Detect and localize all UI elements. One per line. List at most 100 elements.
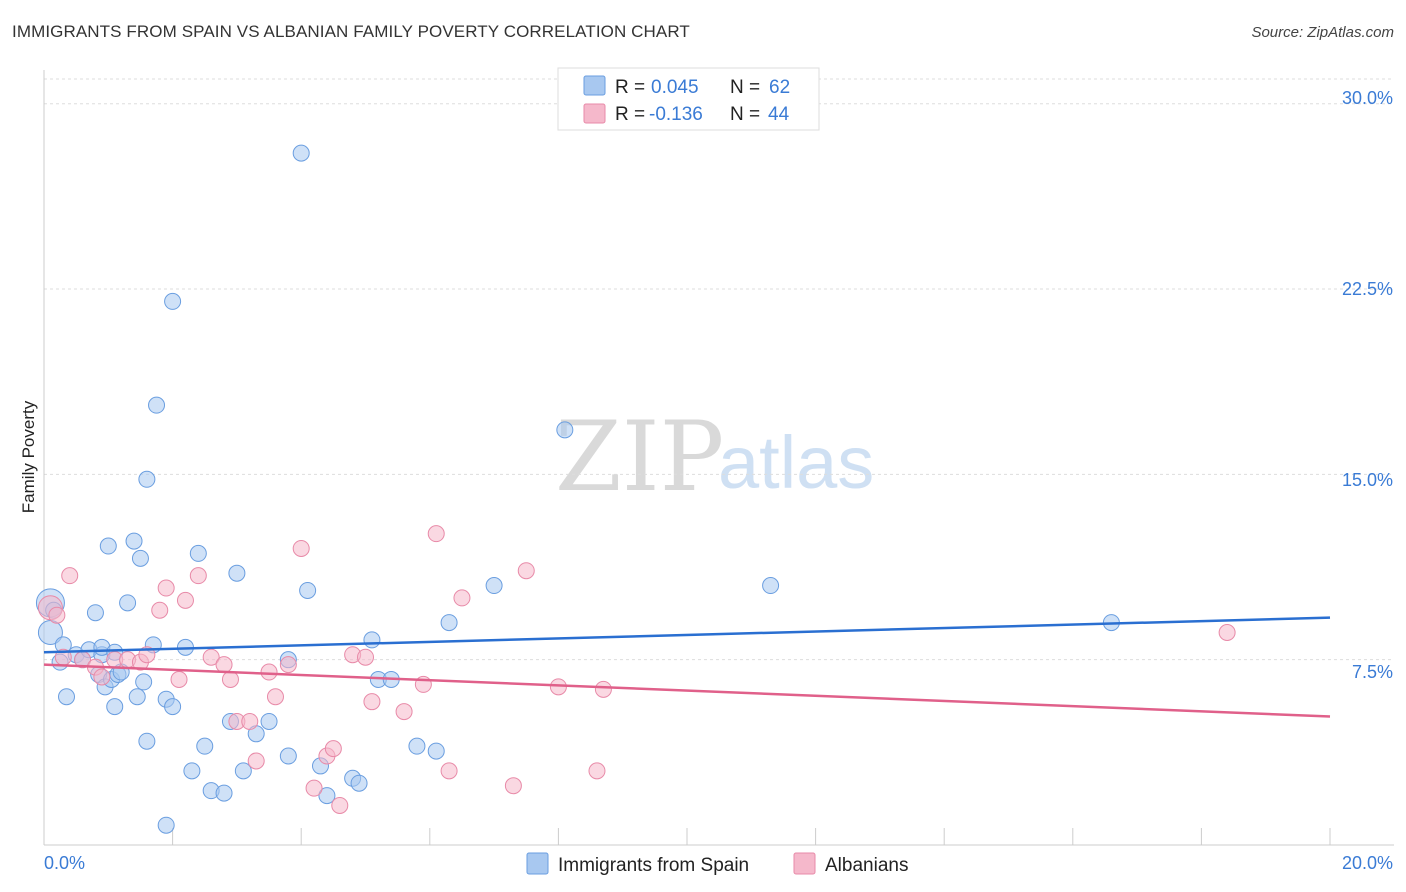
albanian-point — [292, 539, 310, 557]
albanian-point — [440, 762, 458, 780]
spain-point — [86, 604, 104, 622]
albanian-point — [215, 656, 233, 674]
albanian-point — [395, 703, 413, 721]
albanian-point — [48, 606, 66, 624]
albanian-point — [453, 589, 471, 607]
legend-r-label: R = — [615, 104, 645, 125]
spain-point — [119, 594, 137, 612]
legend-label-albanians: Albanians — [825, 855, 908, 876]
albanian-point — [170, 670, 188, 688]
spain-point — [260, 712, 278, 730]
watermark-zip: ZIP — [555, 401, 724, 513]
spain-point — [427, 742, 445, 760]
spain-point — [148, 396, 166, 414]
watermark: ZIP atlas — [555, 401, 874, 513]
legend-n-value: 44 — [768, 104, 790, 125]
albanian-point — [517, 562, 535, 580]
albanian-point — [176, 591, 194, 609]
albanian-point — [279, 656, 297, 674]
albanian-point — [221, 670, 239, 688]
spain-point — [58, 688, 76, 706]
spain-point — [299, 581, 317, 599]
y-tick-label: 7.5% — [1352, 662, 1393, 682]
spain-point — [279, 747, 297, 765]
spain-point — [135, 673, 153, 691]
legend-swatch-spain — [583, 75, 606, 96]
legend-swatch-spain — [526, 852, 549, 875]
legend-n-label: N = — [730, 77, 760, 98]
legend-n-label: N = — [730, 104, 760, 125]
legend-bottom: Immigrants from Spain Albanians — [526, 852, 908, 876]
data-points — [35, 144, 1236, 834]
y-tick-label: 30.0% — [1342, 88, 1393, 108]
albanian-point — [247, 752, 265, 770]
x-axis-ticks — [43, 828, 1331, 845]
albanian-point — [189, 567, 207, 585]
y-tick-label: 15.0% — [1342, 470, 1393, 490]
albanian-point — [588, 762, 606, 780]
albanian-point — [266, 688, 284, 706]
x-tick-label: 20.0% — [1342, 853, 1393, 873]
albanian-point — [504, 777, 522, 795]
spain-point — [228, 564, 246, 582]
legend-top: R = 0.045 N = 62 R = -0.136 N = 44 — [557, 67, 820, 131]
albanian-point — [157, 579, 175, 597]
albanian-point — [594, 680, 612, 698]
legend-r-value: -0.136 — [649, 104, 703, 125]
spain-point — [183, 762, 201, 780]
spain-point — [485, 577, 503, 595]
albanian-point — [331, 796, 349, 814]
albanian-point — [61, 567, 79, 585]
chart-title: IMMIGRANTS FROM SPAIN VS ALBANIAN FAMILY… — [12, 22, 690, 41]
spain-point — [138, 470, 156, 488]
source-credit: Source: ZipAtlas.com — [1251, 24, 1394, 41]
legend-r-value: 0.045 — [651, 77, 699, 98]
spain-point — [125, 532, 143, 550]
spain-point — [157, 816, 175, 834]
spain-point — [138, 732, 156, 750]
albanian-point — [241, 712, 259, 730]
legend-n-value: 62 — [769, 77, 790, 98]
y-tick-labels: 7.5% 15.0% 22.5% 30.0% — [1342, 88, 1393, 682]
spain-point — [189, 544, 207, 562]
spain-point — [556, 421, 574, 439]
albanian-trend-line — [43, 663, 1331, 718]
legend-swatch-albanians — [793, 852, 816, 875]
spain-point — [234, 762, 252, 780]
spain-point — [215, 784, 233, 802]
spain-point — [164, 292, 182, 310]
albanian-point — [363, 693, 381, 711]
albanian-point — [93, 668, 111, 686]
albanian-point — [1218, 623, 1236, 641]
x-tick-label: 0.0% — [44, 853, 85, 873]
legend-r-label: R = — [615, 77, 645, 98]
legend-swatch-albanians — [583, 103, 606, 124]
spain-trend-line — [43, 616, 1331, 654]
y-tick-label: 22.5% — [1342, 279, 1393, 299]
legend-label-spain: Immigrants from Spain — [558, 855, 749, 876]
watermark-atlas: atlas — [718, 421, 874, 504]
trend-lines — [43, 616, 1331, 718]
albanian-point — [305, 779, 323, 797]
y-axis-label: Family Poverty — [19, 400, 38, 513]
albanian-point — [549, 678, 567, 696]
spain-point — [164, 698, 182, 716]
spain-point — [106, 698, 124, 716]
spain-point — [128, 688, 146, 706]
spain-point — [131, 549, 149, 567]
albanian-point — [324, 740, 342, 758]
spain-point — [196, 737, 214, 755]
spain-point — [99, 537, 117, 555]
spain-point — [292, 144, 310, 162]
spain-point — [318, 787, 336, 805]
spain-point — [408, 737, 426, 755]
spain-point — [363, 631, 381, 649]
albanian-point — [151, 601, 169, 619]
albanian-point — [357, 648, 374, 666]
albanian-point — [427, 525, 445, 543]
spain-point — [350, 774, 368, 792]
spain-point — [762, 577, 780, 595]
spain-point — [440, 614, 458, 632]
gridlines — [44, 78, 1394, 661]
